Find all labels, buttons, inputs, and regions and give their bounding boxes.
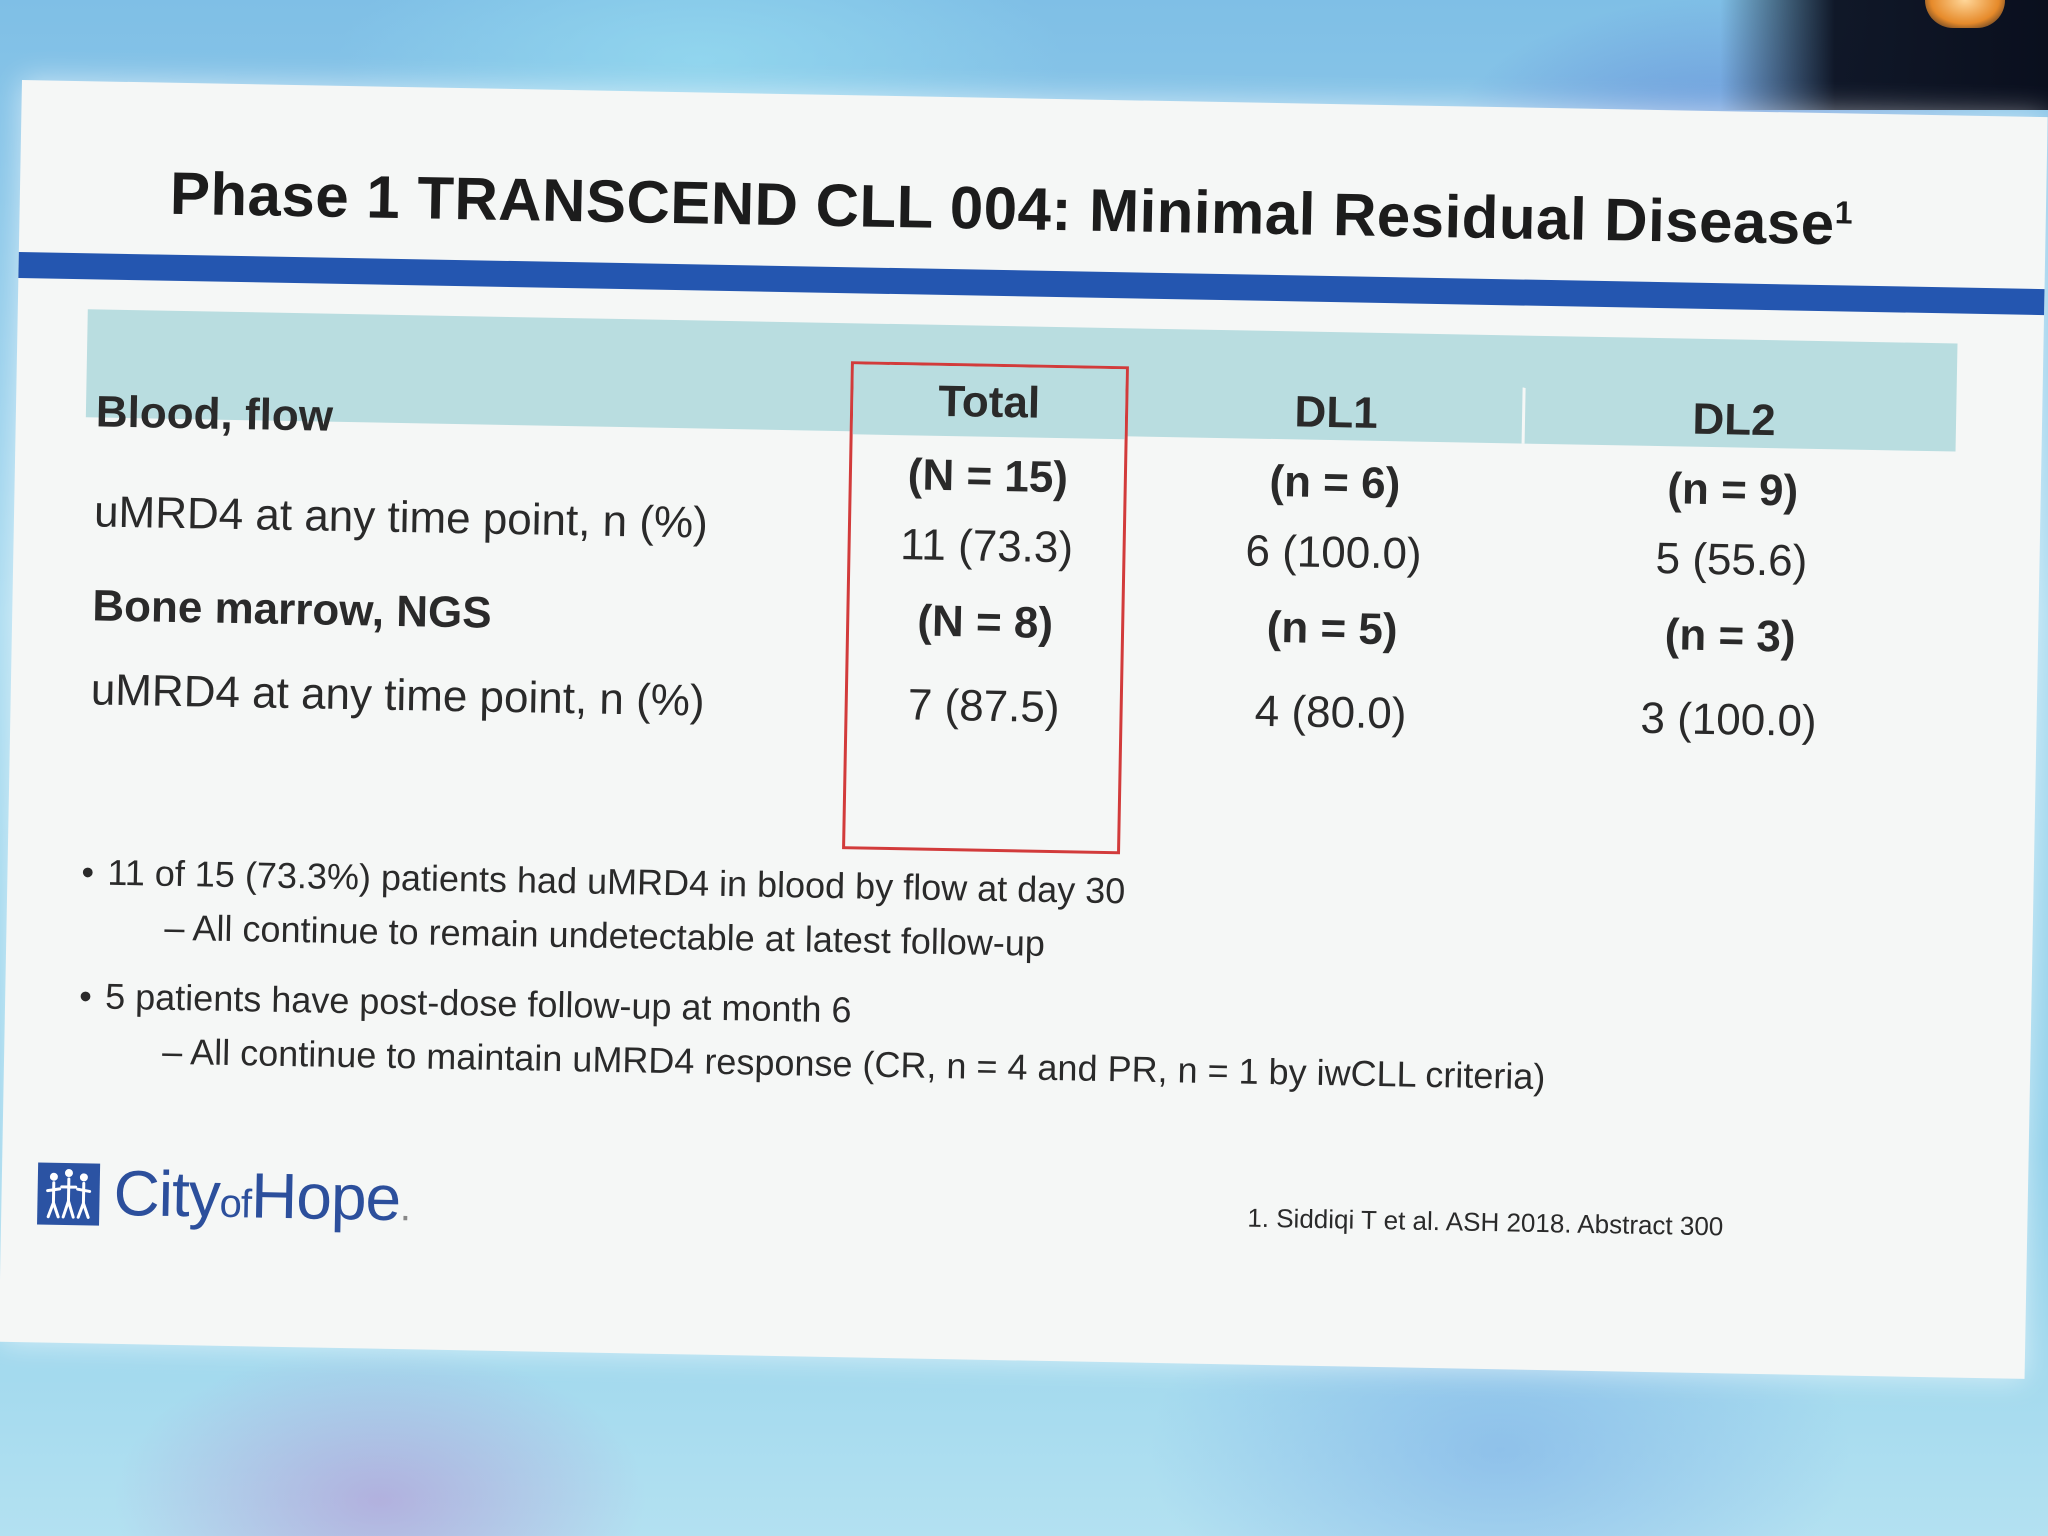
column-header-total: Total xyxy=(937,376,1041,428)
mrd-table: Total DL1 DL2 Blood, flow (N = 15) (n = … xyxy=(79,309,1958,855)
blood-value-dl1: 6 (100.0) xyxy=(1245,526,1423,579)
blood-n-dl1: (n = 6) xyxy=(1269,456,1401,509)
title-underline-bar xyxy=(18,251,2045,316)
blood-value-total: 11 (73.3) xyxy=(899,520,1074,573)
bullet-1-text: 11 of 15 (73.3%) patients had uMRD4 in b… xyxy=(107,851,1126,912)
logo-dot: . xyxy=(399,1185,411,1230)
logo-word-city: City xyxy=(112,1156,221,1231)
slide-title: Phase 1 TRANSCEND CLL 004: Minimal Resid… xyxy=(169,159,1853,259)
bullet-marker: • xyxy=(78,975,93,1017)
blood-value-dl2: 5 (55.6) xyxy=(1655,534,1808,586)
logo-word-hope: Hope xyxy=(250,1159,401,1235)
marrow-value-dl1: 4 (80.0) xyxy=(1254,686,1407,739)
slide-title-text: Phase 1 TRANSCEND CLL 004: Minimal Resid… xyxy=(169,159,1836,258)
marrow-value-total: 7 (87.5) xyxy=(907,680,1060,733)
bullet-marker: • xyxy=(81,851,95,893)
logo-word-of: of xyxy=(219,1181,252,1227)
column-header-dl2: DL2 xyxy=(1692,394,1777,446)
city-of-hope-logo: CityofHope. xyxy=(37,1157,411,1234)
bullet-1-subtext: – All continue to remain undetectable at… xyxy=(164,906,1046,964)
marrow-value-dl2: 3 (100.0) xyxy=(1640,693,1818,746)
title-footnote-marker: 1 xyxy=(1834,194,1854,231)
marrow-n-total: (N = 8) xyxy=(916,596,1054,648)
presentation-slide: Phase 1 TRANSCEND CLL 004: Minimal Resid… xyxy=(0,80,2048,1379)
city-of-hope-wordmark: CityofHope. xyxy=(113,1156,411,1235)
marrow-n-dl2: (n = 3) xyxy=(1664,610,1796,662)
marrow-n-dl1: (n = 5) xyxy=(1266,602,1399,655)
blood-metric-label: uMRD4 at any time point, n (%) xyxy=(93,487,709,548)
column-header-dl1: DL1 xyxy=(1294,387,1379,438)
section-heading-blood: Blood, flow xyxy=(95,387,334,441)
bullet-list: • 11 of 15 (73.3%) patients had uMRD4 in… xyxy=(78,851,1958,1097)
bullet-2-subtext: – All continue to maintain uMRD4 respons… xyxy=(161,1030,1546,1098)
city-of-hope-emblem-icon xyxy=(37,1162,101,1226)
marrow-metric-label: uMRD4 at any time point, n (%) xyxy=(90,665,705,726)
blood-n-dl2: (n = 9) xyxy=(1666,464,1799,516)
blood-n-total: (N = 15) xyxy=(907,450,1069,503)
bullet-2-text: 5 patients have post-dose follow-up at m… xyxy=(104,975,852,1031)
reference-footnote: 1. Siddiqi T et al. ASH 2018. Abstract 3… xyxy=(1247,1202,1724,1242)
section-heading-bone-marrow: Bone marrow, NGS xyxy=(91,581,493,638)
ceiling-light xyxy=(1925,0,2005,28)
